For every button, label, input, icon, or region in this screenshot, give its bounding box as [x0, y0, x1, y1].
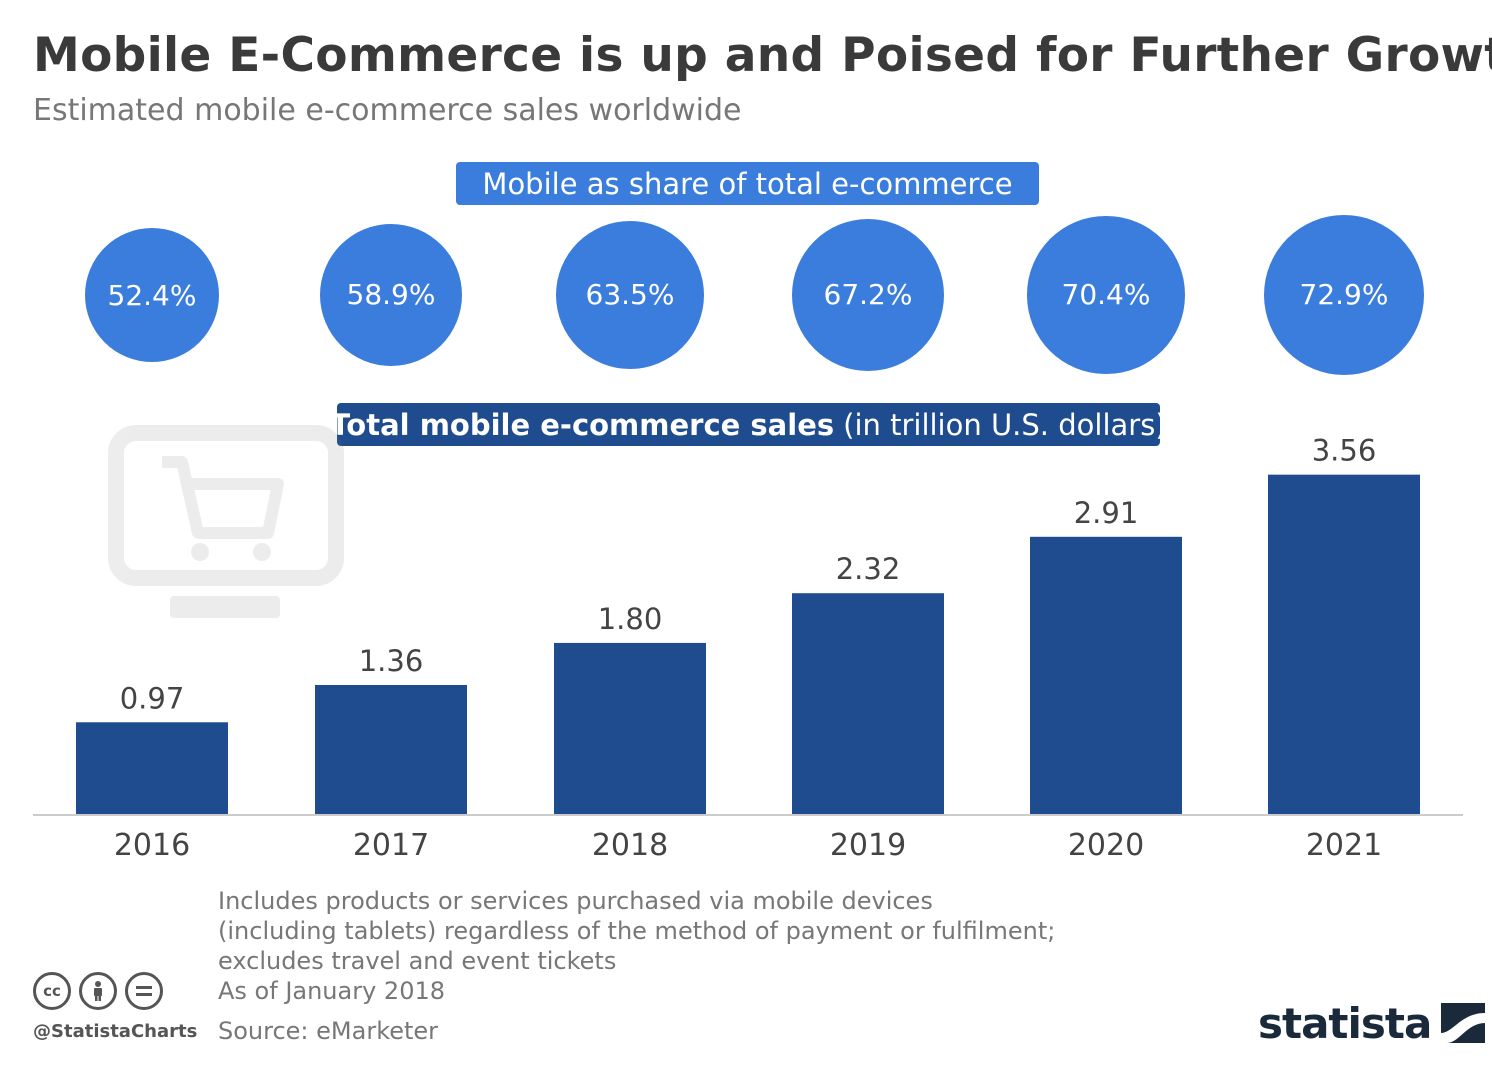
- statista-mark-icon: [1441, 1003, 1486, 1043]
- x-tick-label: 2017: [353, 828, 429, 863]
- sales-heading: Total mobile e-commerce sales (in trilli…: [330, 403, 1167, 446]
- bar-value-label: 3.56: [1312, 434, 1377, 468]
- share-circle-2019: 67.2%: [791, 218, 945, 372]
- chart-title: Mobile E-Commerce is up and Poised for F…: [33, 28, 1492, 83]
- bar-2016: [76, 722, 228, 815]
- shopping-cart-monitor-icon: [108, 425, 344, 618]
- license-icons: cc: [33, 972, 163, 1010]
- sales-heading-bold: Total mobile e-commerce sales: [330, 407, 835, 442]
- x-tick-label: 2019: [830, 828, 906, 863]
- sales-heading-unit: (in trillion U.S. dollars): [843, 407, 1167, 442]
- share-circle-2018: 63.5%: [555, 220, 705, 370]
- chart-notes: Includes products or services purchased …: [218, 886, 1055, 1046]
- x-tick-label: 2021: [1306, 828, 1382, 863]
- x-tick-label: 2016: [114, 828, 190, 863]
- statista-wordmark: statista: [1258, 998, 1432, 1048]
- share-circle-2016: 52.4%: [85, 228, 219, 362]
- bar-value-label: 1.80: [598, 602, 663, 636]
- bar-value-label: 2.91: [1074, 496, 1139, 530]
- bar-2019: [792, 593, 944, 815]
- noderivs-icon: [125, 972, 163, 1010]
- share-circle-2020: 70.4%: [1027, 216, 1185, 374]
- bar-2020: [1030, 536, 1182, 815]
- bar-2017: [315, 684, 467, 815]
- note-date: As of January 2018: [218, 977, 446, 1005]
- share-circle-2017: 58.9%: [319, 223, 463, 367]
- note-source: Source: eMarketer: [218, 1017, 439, 1045]
- note-line-1: Includes products or services purchased …: [218, 887, 933, 915]
- attribution-icon: [79, 972, 117, 1010]
- bar-2021: [1268, 474, 1420, 815]
- share-heading: Mobile as share of total e-commerce: [456, 162, 1039, 205]
- x-tick-label: 2020: [1068, 828, 1144, 863]
- note-line-3: excludes travel and event tickets: [218, 947, 617, 975]
- bar-value-label: 1.36: [359, 644, 424, 678]
- bar-value-label: 0.97: [120, 681, 185, 715]
- chart-subtitle: Estimated mobile e-commerce sales worldw…: [33, 93, 742, 128]
- share-circle-2021: 72.9%: [1263, 214, 1425, 376]
- cc-icon: cc: [33, 972, 71, 1010]
- twitter-handle[interactable]: @StatistaCharts: [33, 1021, 198, 1042]
- bar-2018: [554, 642, 706, 815]
- x-tick-label: 2018: [592, 828, 668, 863]
- note-line-2: (including tablets) regardless of the me…: [218, 917, 1056, 945]
- statista-logo[interactable]: statista: [1258, 998, 1486, 1048]
- bar-value-label: 2.32: [836, 552, 901, 586]
